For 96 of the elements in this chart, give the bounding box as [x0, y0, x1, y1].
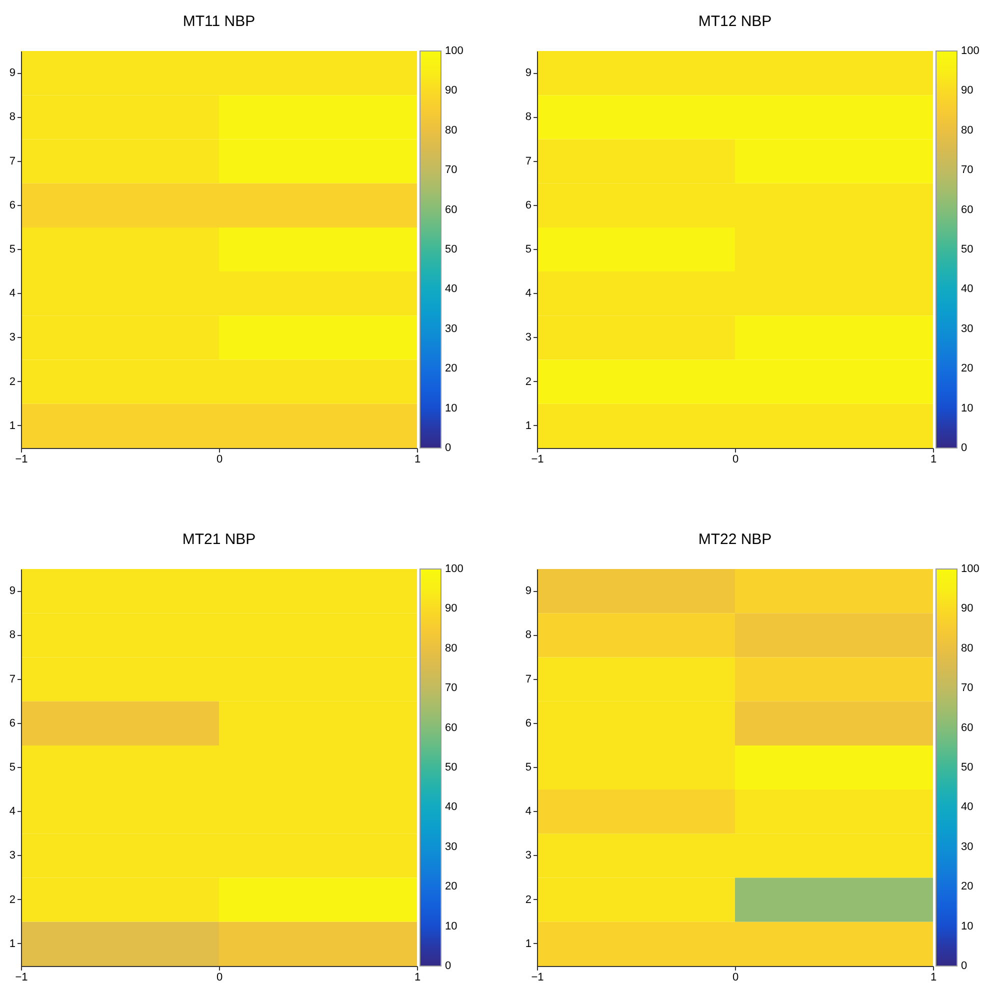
- y-tick-label: 9: [9, 585, 16, 598]
- color-bar-label: 100: [445, 45, 464, 57]
- x-tick-label: 1: [930, 454, 937, 466]
- color-bar-label: 100: [961, 563, 980, 575]
- color-bar-label: 70: [445, 682, 458, 694]
- color-bar-label: 40: [961, 801, 974, 814]
- y-tick-label: 1: [525, 420, 532, 432]
- y-tick-label: 5: [525, 762, 532, 774]
- color-bar-label: 70: [961, 164, 974, 176]
- color-bar-label: 40: [961, 283, 974, 296]
- y-tick-label: 2: [9, 376, 16, 388]
- y-tick-label: 4: [9, 806, 16, 818]
- y-tick-label: 5: [9, 244, 16, 256]
- x-tick-label: 0: [732, 972, 739, 983]
- chart-title: MT11 NBP: [182, 13, 256, 30]
- color-bar-label: 60: [961, 722, 974, 734]
- color-bar-label: 30: [445, 322, 458, 335]
- color-bar-label: 100: [961, 45, 980, 57]
- color-bar-label: 80: [961, 642, 974, 654]
- y-tick-label: 7: [9, 673, 16, 686]
- color-bar-label: 30: [445, 840, 458, 853]
- color-bar-label: 80: [445, 124, 458, 136]
- y-tick-label: 5: [525, 244, 532, 256]
- color-bar-label: 60: [961, 204, 974, 216]
- color-bar-label: 10: [445, 920, 458, 932]
- color-bar-label: 50: [961, 762, 974, 774]
- y-tick-label: 7: [525, 673, 532, 686]
- y-tick-label: 6: [525, 199, 532, 212]
- chart-title: MT22 NBP: [698, 531, 772, 548]
- y-tick-label: 7: [525, 155, 532, 168]
- color-bar-label: 70: [961, 682, 974, 694]
- color-bar-label: 70: [445, 164, 458, 176]
- y-tick-label: 8: [9, 629, 16, 642]
- color-bar-label: 0: [445, 960, 452, 972]
- y-tick-label: 3: [9, 850, 16, 862]
- y-tick-label: 3: [9, 332, 16, 344]
- color-bar-label: 80: [961, 124, 974, 136]
- y-tick-label: 8: [9, 111, 16, 124]
- color-bar-label: 50: [961, 244, 974, 256]
- y-tick-label: 2: [525, 376, 532, 388]
- color-bar-label: 30: [961, 840, 974, 853]
- color-bar-label: 90: [961, 602, 974, 615]
- x-tick-label: 0: [732, 454, 739, 466]
- color-bar-label: 50: [445, 762, 458, 774]
- color-bar-label: 20: [445, 362, 458, 375]
- color-bar-label: 10: [961, 920, 974, 932]
- color-bar-label: 40: [445, 801, 458, 814]
- y-tick-label: 1: [9, 420, 16, 432]
- y-tick-label: 1: [9, 938, 16, 950]
- chart-title: MT12 NBP: [698, 13, 772, 30]
- color-bar-label: 0: [961, 960, 968, 972]
- y-tick-label: 7: [9, 155, 16, 168]
- y-tick-label: 6: [9, 717, 16, 730]
- x-tick-label: −1: [15, 454, 28, 466]
- color-bar-label: 50: [445, 244, 458, 256]
- y-tick-label: 8: [525, 629, 532, 642]
- color-bar-label: 60: [445, 204, 458, 216]
- x-tick-label: 0: [216, 972, 223, 983]
- y-tick-label: 6: [525, 717, 532, 730]
- y-tick-label: 9: [525, 585, 532, 598]
- y-tick-label: 4: [525, 288, 532, 300]
- color-bar-label: 20: [961, 362, 974, 375]
- y-tick-label: 3: [525, 850, 532, 862]
- y-tick-label: 4: [525, 806, 532, 818]
- x-tick-label: 1: [930, 972, 937, 983]
- color-bar-label: 40: [445, 283, 458, 296]
- y-tick-label: 8: [525, 111, 532, 124]
- y-tick-label: 6: [9, 199, 16, 212]
- y-tick-label: 4: [9, 288, 16, 300]
- x-tick-label: −1: [531, 454, 544, 466]
- color-bar-label: 10: [961, 402, 974, 414]
- color-bar-label: 60: [445, 722, 458, 734]
- x-tick-label: 0: [216, 454, 223, 466]
- x-tick-label: 1: [414, 454, 421, 466]
- color-bar-label: 20: [445, 880, 458, 893]
- y-tick-label: 2: [525, 894, 532, 906]
- x-tick-label: 1: [414, 972, 421, 983]
- y-tick-label: 9: [9, 67, 16, 80]
- color-bar-label: 10: [445, 402, 458, 414]
- y-tick-label: 2: [9, 894, 16, 906]
- color-bar-label: 90: [445, 602, 458, 615]
- color-bar-label: 20: [961, 880, 974, 893]
- x-tick-label: −1: [531, 972, 544, 983]
- chart-title: MT21 NBP: [182, 531, 256, 548]
- color-bar-label: 80: [445, 642, 458, 654]
- y-tick-label: 3: [525, 332, 532, 344]
- y-tick-label: 1: [525, 938, 532, 950]
- color-bar-label: 30: [961, 322, 974, 335]
- color-bar-label: 90: [961, 84, 974, 97]
- color-bar-label: 0: [445, 442, 452, 454]
- color-bar-label: 100: [445, 563, 464, 575]
- color-bar-label: 90: [445, 84, 458, 97]
- x-tick-label: −1: [15, 972, 28, 983]
- color-bar-label: 0: [961, 442, 968, 454]
- y-tick-label: 9: [525, 67, 532, 80]
- y-tick-label: 5: [9, 762, 16, 774]
